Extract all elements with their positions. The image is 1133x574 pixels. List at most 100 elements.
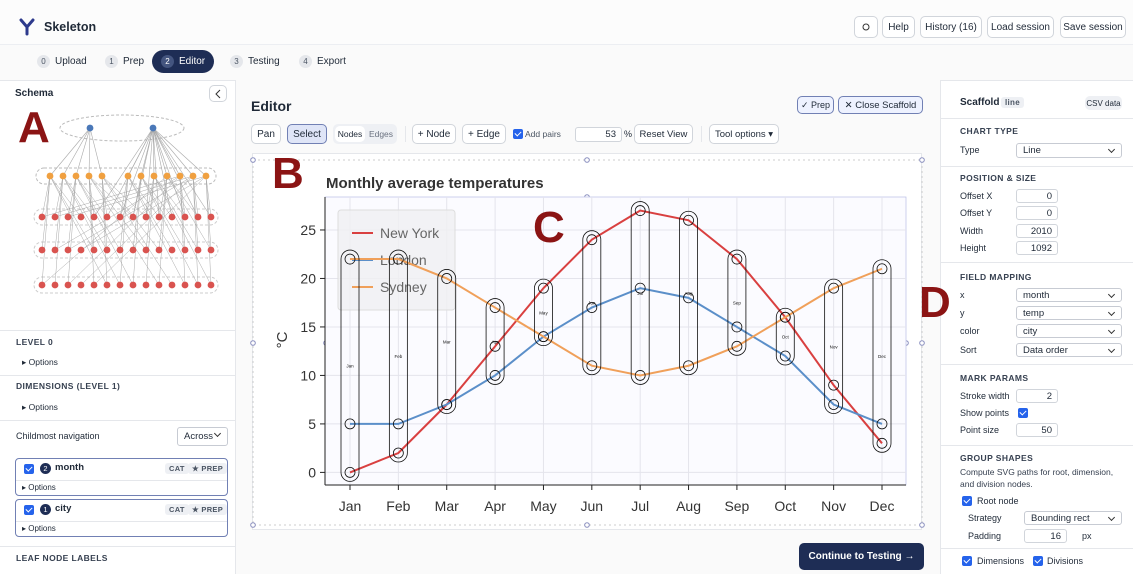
field-label: Stroke width [960,391,1010,401]
section-heading: FIELD MAPPING [960,272,1032,282]
separator [941,166,1133,167]
edges-toggle[interactable]: Edges [368,129,394,139]
unit-label: px [1082,531,1092,541]
checkbox[interactable] [1018,408,1028,418]
nodes-toggle[interactable]: Nodes [335,126,365,142]
separator [0,420,235,421]
checkbox-label: Divisions [1047,556,1084,566]
options-toggle: ▸ Options [22,524,56,533]
nav-label: Childmost navigation [16,431,100,441]
zoom-input[interactable]: 53 [575,127,622,142]
panel-title: Scaffold [960,97,1000,108]
marker: A [18,103,50,152]
checkbox[interactable] [1033,556,1043,566]
header-button[interactable]: History (16) [920,16,982,38]
tab-label: Export [317,56,346,67]
add-node-button[interactable]: + Node [412,124,456,144]
checkbox[interactable] [962,556,972,566]
type-select[interactable]: Line [1016,143,1122,158]
field-select[interactable]: Data order [1016,343,1122,357]
tab-step: 1 [105,55,118,68]
checkbox[interactable] [24,464,34,474]
section-heading: POSITION & SIZE [960,173,1037,183]
dimension-order: 2 [40,463,51,474]
panel-title: Schema [15,88,54,99]
editor-title: Editor [251,98,292,114]
number-input[interactable]: 1092 [1016,241,1058,255]
continue-button[interactable]: Continue to Testing → [799,543,924,570]
tab[interactable]: 4 Export [290,50,355,73]
tab-step: 0 [37,55,50,68]
checkbox-label: Dimensions [977,556,1025,566]
marker: D [919,278,951,327]
options-toggle: ▸ Options [22,357,58,367]
field-select[interactable]: month [1016,288,1122,302]
section-heading: GROUP SHAPES [960,453,1034,463]
section-heading: MARK PARAMS [960,373,1029,383]
reset-view-button[interactable]: Reset View [634,124,693,144]
tab-label: Testing [248,56,280,67]
add-edge-button[interactable]: + Edge [462,124,506,144]
field-label: Offset Y [960,208,993,218]
header-button[interactable]: Help [882,16,915,38]
tab-step: 3 [230,55,243,68]
csv-button[interactable]: CSV data [1085,96,1122,110]
tab[interactable]: 3 Testing [221,50,289,73]
field-label: Show points [960,408,1010,418]
section-heading: LEVEL 0 [16,337,54,347]
nav-select[interactable]: Across [177,427,228,446]
separator [941,445,1133,446]
header-button[interactable]: Save session [1060,16,1126,38]
checkbox[interactable] [24,505,34,515]
close-scaffold-button[interactable]: ✕ Close Scaffold [838,96,923,114]
tab[interactable]: 2 Editor [152,50,215,73]
number-input[interactable]: 0 [1016,189,1058,203]
number-input[interactable]: 50 [1016,423,1058,437]
field-label: Padding [968,531,1002,541]
tab[interactable]: 1 Prep [96,50,153,73]
header-button[interactable]: Load session [987,16,1054,38]
tab-label: Prep [123,56,145,67]
dimension-tag: ★ PREP [188,463,228,474]
add-pairs-label: Add pairs [525,129,561,139]
field-select[interactable]: temp [1016,306,1122,320]
checkbox[interactable] [962,496,972,506]
pan-button[interactable]: Pan [251,124,281,144]
theme-toggle[interactable] [854,16,878,38]
number-input[interactable]: 2 [1016,389,1058,403]
tool-options-button[interactable]: Tool options ▾ [709,124,779,144]
divider [405,126,406,142]
strategy-select[interactable]: Bounding rect [1024,511,1122,525]
app-name: Skeleton [44,20,97,34]
field-label: color [960,326,980,336]
dimension-tag: CAT [165,504,189,515]
separator [0,546,235,547]
field-select[interactable]: city [1016,324,1122,338]
separator [941,118,1133,119]
field-label: Strategy [968,513,1002,523]
description: Compute SVG paths for root, dimension, a… [960,467,1114,489]
separator [16,521,227,522]
dimension-tag: ★ PREP [188,504,228,515]
checkbox-label: Root node [977,496,1019,506]
separator [941,262,1133,263]
collapse-button[interactable] [209,85,227,102]
number-input[interactable]: 0 [1016,206,1058,220]
tab-step: 4 [299,55,312,68]
chart-type-tag: line [1001,97,1024,108]
number-input[interactable]: 16 [1024,529,1067,543]
select-button[interactable]: Select [287,124,327,144]
separator [941,548,1133,549]
prep-button[interactable]: ✓ Prep [797,96,834,114]
number-input[interactable]: 2010 [1016,224,1058,238]
field-label: Sort [960,345,977,355]
tab-label: Upload [55,56,87,67]
tab[interactable]: 0 Upload [28,50,96,73]
checkbox[interactable] [513,129,523,139]
options-toggle: ▸ Options [22,483,56,492]
section-heading: CHART TYPE [960,126,1019,136]
field-label: Width [960,226,984,236]
separator [0,330,235,331]
canvas [252,153,922,530]
